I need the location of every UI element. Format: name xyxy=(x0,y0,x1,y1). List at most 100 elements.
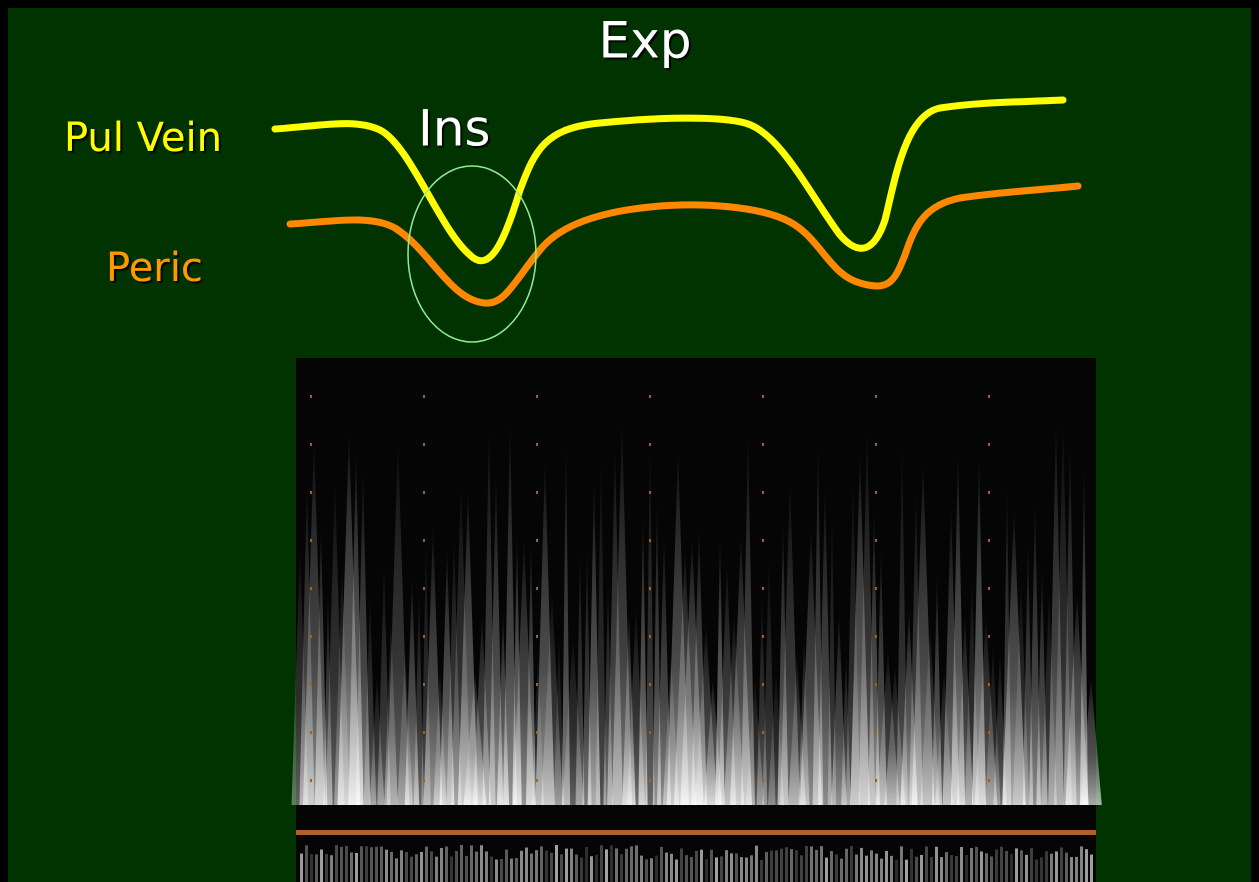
doppler-lower-streak xyxy=(725,850,728,882)
doppler-lower-streak xyxy=(560,854,563,882)
doppler-lower-streak xyxy=(740,857,743,882)
doppler-dot xyxy=(423,443,425,446)
doppler-lower-streak xyxy=(995,849,998,882)
doppler-lower-streak xyxy=(675,860,678,882)
doppler-lower-streak xyxy=(310,854,313,882)
doppler-lower-streak xyxy=(345,846,348,882)
doppler-dot xyxy=(536,731,538,734)
doppler-lower-streak xyxy=(885,851,888,882)
doppler-dot xyxy=(310,539,312,542)
doppler-dot xyxy=(875,395,877,398)
doppler-dot xyxy=(536,587,538,590)
doppler-lower-streak xyxy=(490,856,493,882)
doppler-lower-streak xyxy=(780,849,783,882)
doppler-lower-streak xyxy=(705,859,708,882)
doppler-lower-streak xyxy=(500,859,503,882)
doppler-lower-streak xyxy=(690,857,693,882)
doppler-lower-streak xyxy=(810,846,813,882)
doppler-lower-streak xyxy=(315,854,318,882)
doppler-lower-streak xyxy=(835,854,838,882)
doppler-lower-streak xyxy=(960,847,963,882)
doppler-lower-streak xyxy=(1005,851,1008,882)
doppler-lower-streak xyxy=(915,857,918,882)
doppler-lower-streak xyxy=(630,846,633,882)
doppler-lower-streak xyxy=(430,851,433,882)
doppler-lower-streak xyxy=(600,845,603,882)
doppler-lower-streak xyxy=(990,856,993,882)
doppler-dot xyxy=(536,443,538,446)
doppler-lower-streak xyxy=(510,859,513,882)
doppler-lower-streak xyxy=(795,850,798,882)
doppler-dot xyxy=(875,491,877,494)
doppler-lower-streak xyxy=(450,856,453,882)
doppler-lower-streak xyxy=(935,847,938,882)
doppler-lower-streak xyxy=(655,856,658,882)
doppler-lower-streak xyxy=(975,847,978,882)
doppler-dot xyxy=(649,635,651,638)
doppler-lower-streak xyxy=(645,859,648,882)
doppler-lower-streak xyxy=(615,848,618,882)
doppler-lower-streak xyxy=(305,845,308,882)
doppler-lower-streak xyxy=(910,849,913,882)
doppler-lower-streak xyxy=(895,860,898,882)
doppler-dot xyxy=(310,443,312,446)
doppler-lower-streak xyxy=(865,856,868,882)
doppler-lower-streak xyxy=(440,848,443,882)
doppler-lower-streak xyxy=(610,845,613,882)
doppler-dot xyxy=(310,491,312,494)
doppler-dot xyxy=(988,491,990,494)
doppler-dot xyxy=(762,539,764,542)
doppler-lower-streak xyxy=(1030,848,1033,882)
doppler-lower-streak xyxy=(355,853,358,882)
doppler-dot xyxy=(875,539,877,542)
doppler-lower-streak xyxy=(950,855,953,882)
doppler-dot xyxy=(875,443,877,446)
doppler-lower-streak xyxy=(665,853,668,882)
doppler-lower-streak xyxy=(410,857,413,882)
doppler-lower-streak xyxy=(480,845,483,882)
doppler-dot xyxy=(649,683,651,686)
doppler-dot xyxy=(762,779,764,782)
doppler-lower-streak xyxy=(485,851,488,882)
doppler-lower-streak xyxy=(1080,846,1083,882)
doppler-lower-streak xyxy=(695,851,698,882)
doppler-lower-streak xyxy=(435,857,438,882)
doppler-lower-streak xyxy=(395,858,398,882)
doppler-image xyxy=(292,358,1102,882)
doppler-lower-streak xyxy=(805,846,808,882)
page: Exp Ins Pul Vein Peric (() => { const da… xyxy=(0,0,1259,882)
doppler-dot xyxy=(536,395,538,398)
doppler-dot xyxy=(875,635,877,638)
doppler-dot xyxy=(875,587,877,590)
doppler-lower-streak xyxy=(715,857,718,882)
doppler-lower-streak xyxy=(505,850,508,882)
doppler-lower-streak xyxy=(385,850,388,882)
doppler-lower-streak xyxy=(955,856,958,882)
doppler-lower-streak xyxy=(1025,855,1028,882)
doppler-dot xyxy=(423,683,425,686)
doppler-lower-streak xyxy=(425,847,428,882)
doppler-lower-streak xyxy=(650,858,653,882)
doppler-lower-streak xyxy=(730,853,733,882)
doppler-lower-streak xyxy=(350,852,353,882)
doppler-lower-streak xyxy=(590,856,593,882)
doppler-lower-streak xyxy=(1070,857,1073,882)
doppler-dot xyxy=(423,395,425,398)
doppler-lower-streak xyxy=(860,848,863,882)
doppler-lower-streak xyxy=(640,856,643,882)
doppler-lower-streak xyxy=(1010,854,1013,882)
doppler-lower-streak xyxy=(575,855,578,882)
doppler-lower-streak xyxy=(550,853,553,882)
doppler-lower-streak xyxy=(445,847,448,882)
exp-label: Exp xyxy=(599,12,692,70)
doppler-lower-streak xyxy=(985,853,988,882)
doppler-lower-streak xyxy=(900,846,903,882)
doppler-lower-streak xyxy=(335,845,338,882)
doppler-lower-streak xyxy=(525,848,528,882)
doppler-dot xyxy=(423,491,425,494)
doppler-lower-streak xyxy=(965,855,968,882)
doppler-lower-streak xyxy=(320,849,323,882)
doppler-lower-streak xyxy=(365,846,368,882)
doppler-lower-streak xyxy=(455,851,458,882)
doppler-lower-streak xyxy=(620,854,623,882)
